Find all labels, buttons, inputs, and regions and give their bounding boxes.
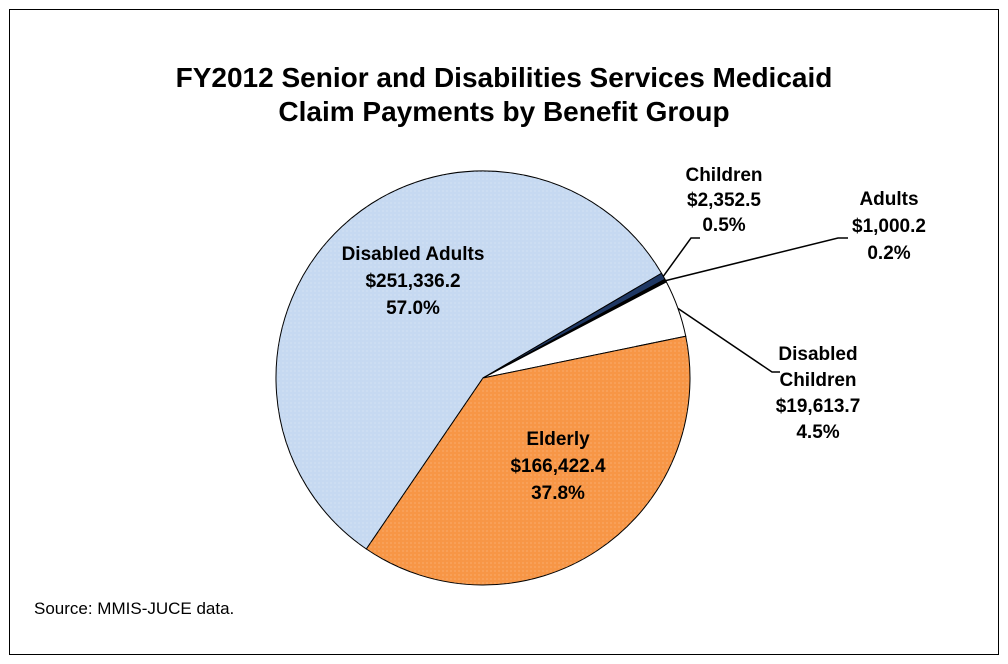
chart-subtitle: Claim Payments by Benefit Group — [278, 96, 729, 127]
leader-children — [662, 237, 700, 277]
label-disabled-children-name-line2: Children — [779, 370, 856, 391]
label-adults-percent: 0.2% — [867, 243, 910, 264]
label-disabled-children-percent: 4.5% — [796, 422, 839, 443]
label-elderly-name: Elderly — [526, 429, 590, 450]
leader-disabled-children — [677, 307, 780, 373]
pie-chart: FY2012 Senior and Disabilities Services … — [34, 62, 926, 618]
label-disabled-adults-value: $251,336.2 — [365, 271, 460, 292]
label-children-percent: 0.5% — [702, 215, 745, 236]
label-disabled-children-name-line1: Disabled — [778, 344, 857, 365]
chart-frame: FY2012 Senior and Disabilities Services … — [9, 9, 999, 655]
slice-disabled-adults-texture — [275, 170, 662, 549]
label-elderly-value: $166,422.4 — [510, 456, 606, 477]
chart-title: FY2012 Senior and Disabilities Services … — [176, 62, 833, 93]
label-disabled-adults-percent: 57.0% — [386, 298, 440, 319]
label-adults-value: $1,000.2 — [852, 216, 926, 237]
source-note: Source: MMIS-JUCE data. — [34, 599, 234, 618]
label-disabled-adults-name: Disabled Adults — [342, 244, 485, 265]
leader-adults — [665, 237, 848, 282]
label-children-value: $2,352.5 — [687, 190, 761, 211]
label-children-name: Children — [685, 165, 762, 186]
label-elderly-percent: 37.8% — [531, 483, 585, 504]
slice-elderly-texture — [366, 336, 690, 585]
pie-slices — [275, 170, 691, 586]
label-adults-name: Adults — [859, 189, 918, 210]
leader-lines — [662, 237, 848, 373]
label-disabled-children-value: $19,613.7 — [776, 396, 861, 417]
